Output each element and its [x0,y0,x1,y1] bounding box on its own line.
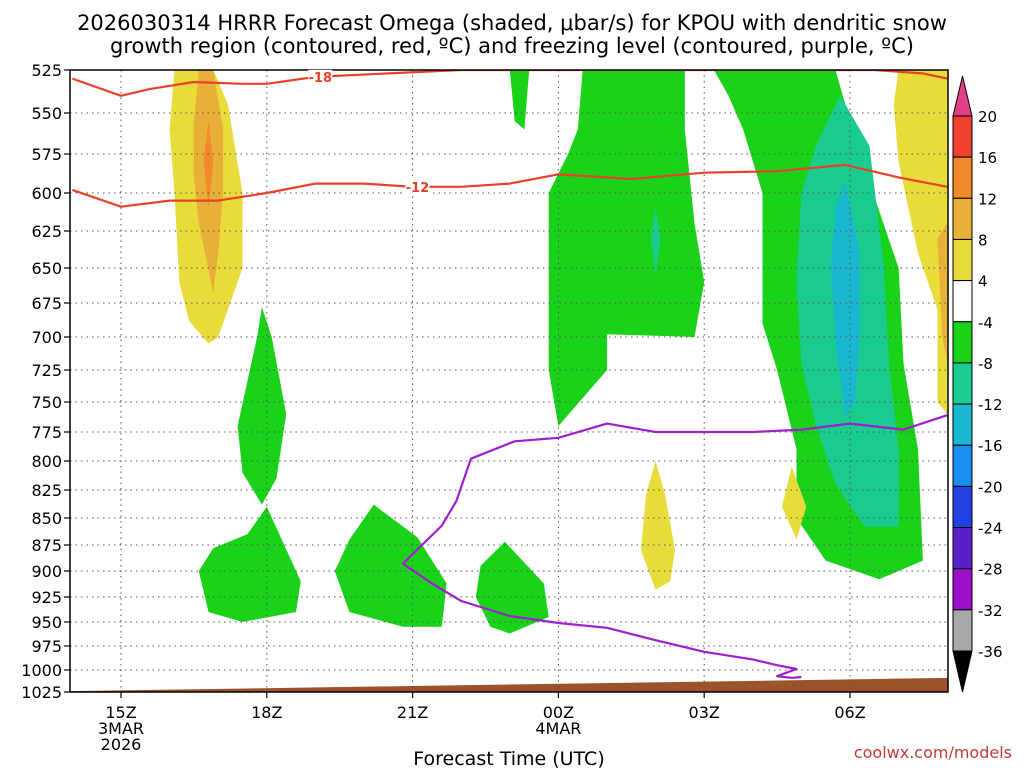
terrain-fill [70,677,948,692]
colorbar-label-4: 4 [978,273,988,291]
colorbar-segment-4 [952,280,973,323]
x-tick-label-21Z: 21Z [397,703,428,722]
colorbar-label--16: -16 [978,437,1003,455]
contour-label-minus-18-halo [308,69,333,84]
y-tick-label-875: 875 [31,536,62,555]
x-tick-date-3MAR: 3MAR [98,719,144,738]
colorbar-segment-12 [952,609,973,652]
colorbar-label-16: 16 [978,149,997,167]
chart-title-line-2: growth region (contoured, red, ºC) and f… [110,34,914,58]
omega-region-green-2330z-sliver [509,70,530,130]
colorbar-segment-8 [952,444,973,487]
omega-colorbar: 20 16 12 8 4 -4 -8 -12 -16 -20 -24 -28 -32 -36 [952,75,1003,693]
y-tick-label-575: 575 [31,145,62,164]
colorbar-segment-10 [952,527,973,570]
colorbar-label--24: -24 [978,520,1003,538]
y-tick-label-800: 800 [31,452,62,471]
site-credit: coolwx.com/models [854,743,1012,762]
omega-region-yellow-04z [782,466,807,540]
contour-label-minus-12-halo [405,179,430,194]
y-tick-label-900: 900 [31,562,62,581]
contour-minus-12 [72,163,948,208]
colorbar-segment-3 [952,238,973,282]
y-tick-label-975: 975 [31,637,62,656]
freezing-level-line [401,414,948,679]
omega-region-green-20z-low [334,504,447,627]
x-tick-label-06Z: 06Z [834,703,865,722]
contour-label-minus-12: -12 [406,181,430,196]
omega-region-orange-updraft-15z [203,121,214,209]
y-tick-label-600: 600 [31,184,62,203]
omega-region-green-17z-low [198,506,301,622]
colorbar-label--28: -28 [978,561,1003,579]
y-tick-label-750: 750 [31,393,62,412]
x-tick-label-00Z: 00Z [543,703,574,722]
colorbar-segment-2 [952,197,973,240]
x-tick-label-15Z: 15Z [105,703,136,722]
omega-region-teal-02z [650,208,661,275]
pressure-grid-lines [70,70,948,692]
y-tick-label-825: 825 [31,481,62,500]
colorbar-top-arrow [952,75,973,117]
colorbar-segment-6 [952,362,973,405]
y-tick-label-1025: 1025 [21,683,62,702]
colorbar-label--20: -20 [978,478,1003,496]
y-tick-label-675: 675 [31,294,62,313]
omega-region-green-00z-column [548,70,705,426]
omega-shaded-regions [169,70,948,634]
colorbar-label-12: 12 [978,190,997,208]
y-tick-label-525: 525 [31,61,62,80]
y-tick-label-625: 625 [31,222,62,241]
colorbar-label--8: -8 [978,355,993,373]
colorbar-label-8: 8 [978,231,988,249]
y-tick-label-550: 550 [31,104,62,123]
x-tick-label-18Z: 18Z [251,703,282,722]
x-tick-year-2026: 2026 [101,735,142,754]
terrain-surface [70,677,948,692]
y-tick-label-1000: 1000 [21,661,62,680]
colorbar-segment-7 [952,403,973,446]
colorbar-label--12: -12 [978,396,1003,414]
y-tick-label-925: 925 [31,588,62,607]
plot-frame [69,69,949,693]
colorbar-segment-5 [952,321,973,364]
contour-label-minus-18: -18 [309,71,333,86]
colorbar-bottom-arrow [952,650,973,693]
y-tick-label-850: 850 [31,509,62,528]
omega-region-cyan-05z [830,180,860,417]
omega-region-gold-08z-edge [937,223,948,364]
y-tick-label-950: 950 [31,613,62,632]
x-tick-label-03Z: 03Z [689,703,720,722]
pressure-axis: 525 550 575 600 625 650 675 700 725 750 775 800 825 8… [21,61,70,702]
y-tick-label-650: 650 [31,259,62,278]
omega-region-green-18z [237,307,287,505]
colorbar-segment-0 [952,115,973,158]
colorbar-label--4: -4 [978,314,993,332]
colorbar-label--36: -36 [978,643,1003,661]
x-tick-date-4MAR: 4MAR [535,719,581,738]
colorbar-segment-1 [952,156,973,199]
omega-region-yellow-02z [641,461,675,590]
colorbar-label-20: 20 [978,108,997,126]
colorbar-label--32: -32 [978,602,1003,620]
y-tick-label-700: 700 [31,328,62,347]
colorbar-segment-11 [952,568,973,611]
y-tick-label-725: 725 [31,361,62,380]
colorbar-segment-9 [952,485,973,529]
y-tick-label-775: 775 [31,423,62,442]
x-axis-title: Forecast Time (UTC) [413,748,604,768]
chart-title-line-1: 2026030314 HRRR Forecast Omega (shaded, … [77,11,947,35]
omega-region-yellow-08z-edge [893,70,948,414]
